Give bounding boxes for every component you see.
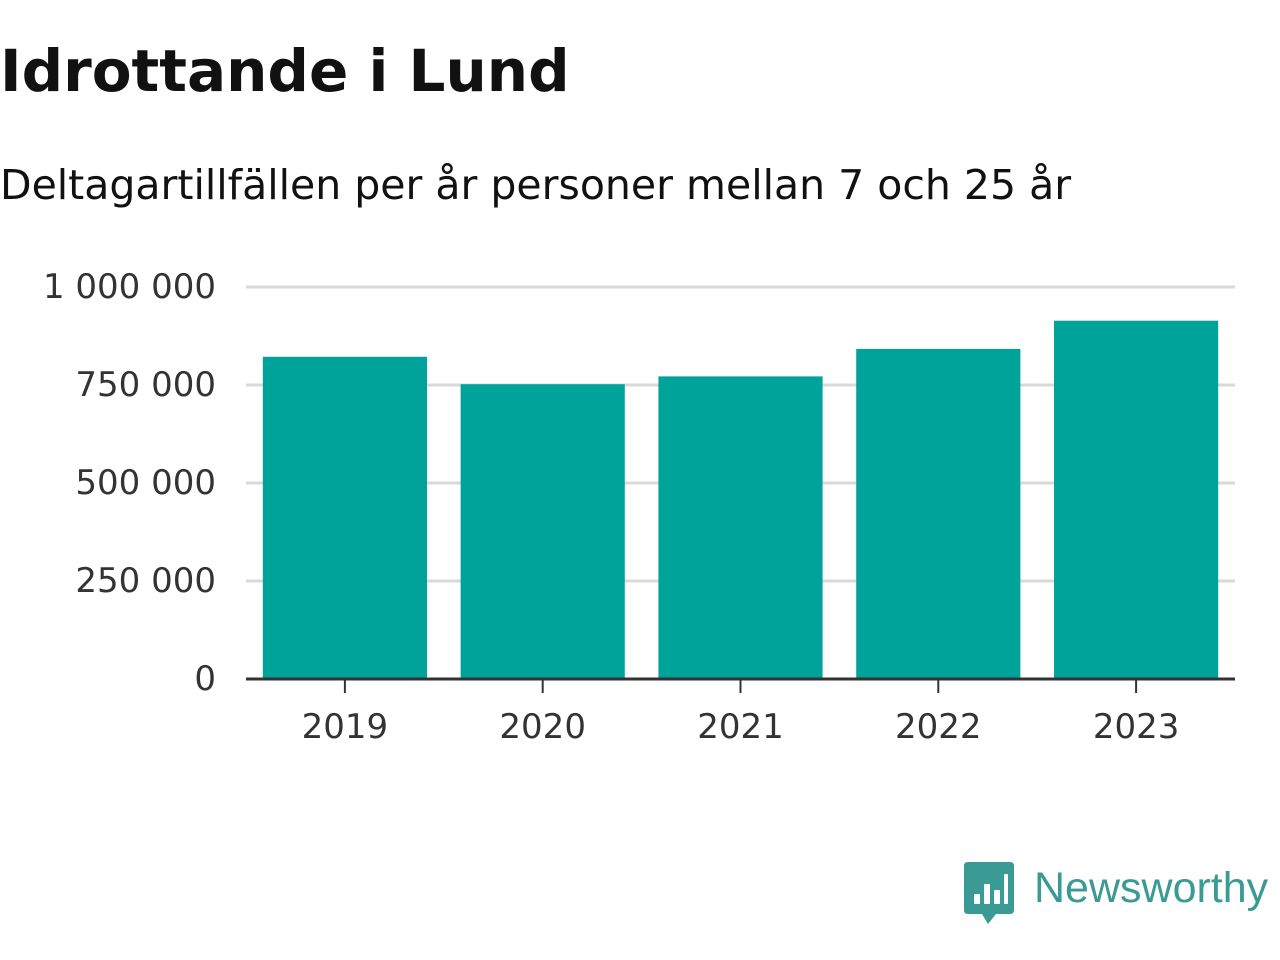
x-tick-label: 2022 xyxy=(895,707,982,747)
brand-logo: Newsworthy xyxy=(964,862,1268,928)
bar-2020 xyxy=(460,384,625,679)
x-tick-label: 2019 xyxy=(302,707,389,747)
x-axis xyxy=(246,677,1235,693)
bar-2023 xyxy=(1054,320,1219,679)
chart-subtitle: Deltagartillfällen per år personer mella… xyxy=(0,161,1072,209)
bar-chart-speech-bubble-icon xyxy=(964,862,1014,924)
y-tick-label: 500 000 xyxy=(75,463,216,503)
x-tick-label: 2020 xyxy=(499,707,586,747)
bar-2022 xyxy=(856,348,1021,679)
bar-2021 xyxy=(658,376,823,679)
y-axis-labels: 0 250 000 500 000 750 000 1 000 000 xyxy=(43,267,216,699)
x-tick-label: 2021 xyxy=(697,707,784,747)
y-tick-label: 1 000 000 xyxy=(43,267,216,307)
bars xyxy=(262,320,1219,679)
y-tick-label: 0 xyxy=(194,659,216,699)
chart-title: Idrottande i Lund xyxy=(0,37,570,105)
y-tick-label: 750 000 xyxy=(75,365,216,405)
bar-2019 xyxy=(262,356,427,679)
y-tick-label: 250 000 xyxy=(75,561,216,601)
brand-name: Newsworthy xyxy=(1034,864,1269,912)
x-tick-label: 2023 xyxy=(1093,707,1180,747)
x-axis-labels: 2019 2020 2021 2022 2023 xyxy=(302,707,1180,747)
